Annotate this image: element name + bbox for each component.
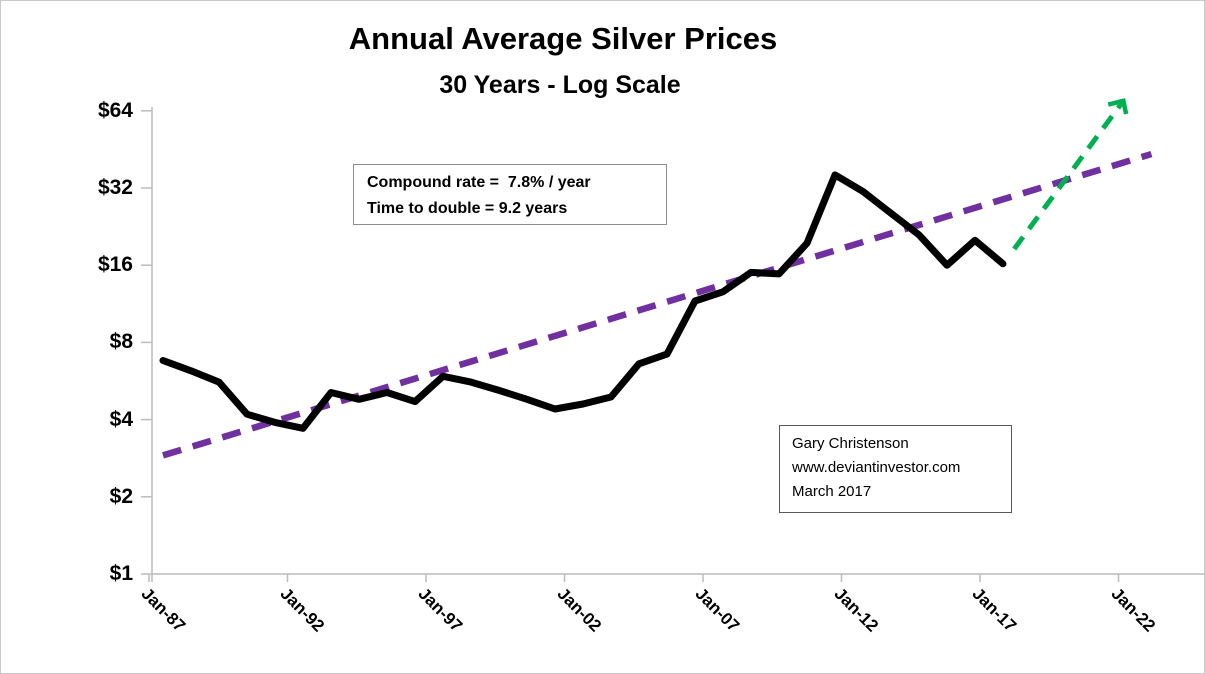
y-axis-tick-label: $2 (109, 484, 133, 508)
y-axis-tick-label: $8 (109, 330, 133, 354)
credit-date: March 2017 (792, 483, 872, 500)
trend-line (162, 150, 1153, 459)
time-to-double-line: Time to double = 9.2 years (367, 200, 568, 217)
compound-rate-annotation: Compound rate = 7.8% / year Time to doub… (353, 164, 667, 225)
y-axis-tick-label: $16 (97, 253, 133, 277)
axes (141, 107, 1204, 582)
compound-rate-line: Compound rate = 7.8% / year (367, 174, 591, 191)
y-axis-tick-label: $1 (109, 562, 133, 585)
credit-annotation: Gary Christenson www.deviantinvestor.com… (779, 425, 1012, 513)
credit-author: Gary Christenson (792, 435, 909, 452)
chart-title: Annual Average Silver Prices (348, 21, 778, 56)
silver-price-line (159, 171, 1007, 432)
y-axis-tick-label: $64 (97, 98, 133, 122)
projection-arrow (1012, 98, 1129, 251)
chart-subtitle: 30 Years - Log Scale (439, 71, 681, 99)
y-axis-tick-label: $4 (109, 407, 133, 431)
y-axis-tick-label: $32 (97, 176, 133, 199)
credit-website: www.deviantinvestor.com (792, 459, 961, 476)
